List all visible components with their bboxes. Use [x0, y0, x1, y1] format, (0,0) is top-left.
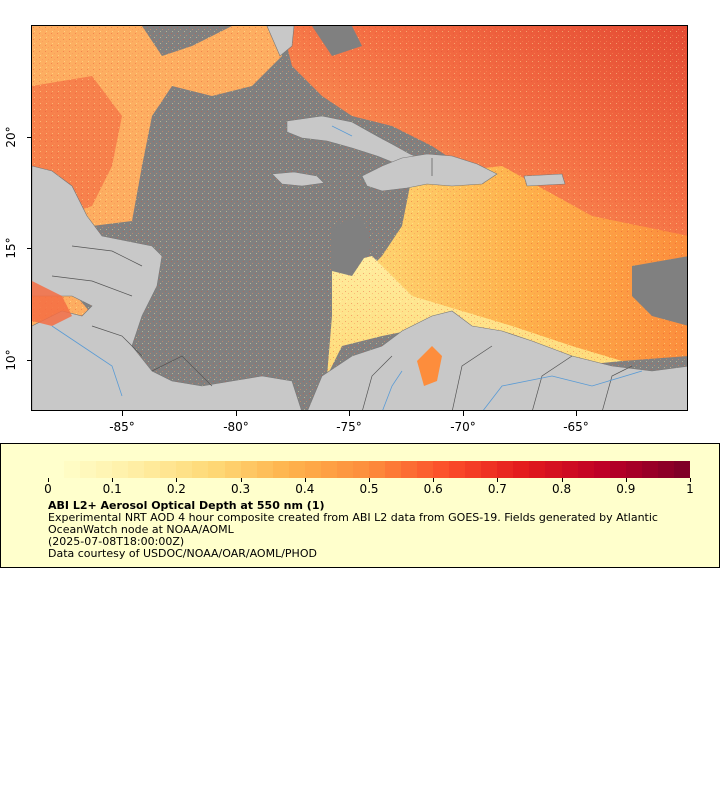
colorbar-tick — [369, 478, 370, 482]
colorbar-cell — [657, 461, 674, 478]
map-plot-area — [31, 25, 688, 411]
colorbar-cell — [160, 461, 177, 478]
legend-panel: ABI L2+ Aerosol Optical Depth at 550 nm … — [0, 443, 720, 568]
rivers — [51, 125, 643, 410]
lon-tick — [576, 411, 577, 416]
legend-timestamp: (2025-07-08T18:00:00Z) — [48, 535, 185, 548]
colorbar-cell — [96, 461, 113, 478]
colorbar-tick — [240, 478, 242, 482]
colorbar-cell — [240, 461, 257, 478]
colorbar-cell — [513, 461, 530, 478]
colorbar-label: 0.3 — [231, 482, 251, 496]
colorbar-cell — [449, 461, 466, 478]
colorbar-cell — [384, 461, 402, 478]
colorbar-cell — [272, 461, 289, 478]
lat-tick — [27, 137, 31, 138]
colorbar-cell — [609, 461, 626, 478]
longitude-label: -65° — [563, 420, 589, 434]
colorbar-label: 0.4 — [295, 482, 315, 496]
colorbar-cell — [497, 461, 514, 478]
colorbar-cell — [144, 461, 161, 478]
colorbar-label: 0.8 — [552, 482, 572, 496]
colorbar-label: 0.5 — [359, 482, 379, 496]
lon-tick — [349, 411, 350, 416]
colorbar-cell — [673, 461, 690, 478]
country-borders — [51, 158, 633, 410]
longitude-label: -75° — [336, 420, 362, 434]
colorbar-cell — [112, 461, 129, 478]
colorbar-cell — [336, 461, 353, 478]
colorbar-cell — [401, 461, 418, 478]
map-graphic — [32, 26, 687, 410]
colorbar-cell — [352, 461, 369, 478]
colorbar-cell — [368, 461, 385, 478]
colorbar — [48, 461, 690, 478]
latitude-label: 20° — [4, 126, 18, 148]
lat-tick — [27, 248, 31, 249]
lon-tick — [236, 411, 237, 416]
colorbar-label: 0.6 — [423, 482, 443, 496]
colorbar-cell — [224, 461, 241, 478]
colorbar-cell — [304, 461, 321, 478]
colorbar-label: 0 — [44, 482, 52, 496]
colorbar-cell — [48, 461, 65, 478]
colorbar-label: 1 — [686, 482, 694, 496]
colorbar-cell — [176, 461, 193, 478]
colorbar-tick — [690, 478, 691, 482]
colorbar-cell — [64, 461, 81, 478]
colorbar-tick — [304, 478, 306, 482]
colorbar-cell — [256, 461, 273, 478]
legend-title: ABI L2+ Aerosol Optical Depth at 550 nm … — [48, 499, 325, 512]
colorbar-cell — [192, 461, 209, 478]
colorbar-cell — [545, 461, 562, 478]
colorbar-label: 0.9 — [616, 482, 636, 496]
colorbar-cell — [128, 461, 145, 478]
lon-tick — [463, 411, 464, 416]
latitude-label: 10° — [4, 349, 18, 371]
colorbar-tick — [433, 478, 435, 482]
colorbar-label: 0.1 — [102, 482, 122, 496]
legend-description: Experimental NRT AOD 4 hour composite cr… — [48, 511, 658, 536]
colorbar-cell — [593, 461, 610, 478]
colorbar-cell — [561, 461, 578, 478]
coastal-aerosol-patch — [32, 281, 72, 326]
longitude-label: -70° — [450, 420, 476, 434]
lat-tick — [27, 360, 31, 361]
colorbar-cell — [465, 461, 482, 478]
colorbar-tick — [112, 478, 114, 482]
colorbar-tick — [625, 478, 627, 482]
colorbar-cell — [320, 461, 337, 478]
lon-tick — [122, 411, 123, 416]
colorbar-tick — [497, 478, 499, 482]
colorbar-cell — [481, 461, 498, 478]
colorbar-tick — [561, 478, 563, 482]
colorbar-cell — [80, 461, 97, 478]
colorbar-label: 0.7 — [487, 482, 507, 496]
land — [32, 26, 687, 410]
colorbar-cell — [529, 461, 546, 478]
latitude-label: 15° — [4, 237, 18, 259]
colorbar-cell — [433, 461, 450, 478]
colorbar-cell — [641, 461, 658, 478]
colorbar-tick — [48, 478, 49, 482]
colorbar-cell — [625, 461, 642, 478]
colorbar-cell — [417, 461, 434, 478]
colorbar-cell — [208, 461, 225, 478]
legend-text: ABI L2+ Aerosol Optical Depth at 550 nm … — [48, 500, 698, 560]
longitude-label: -80° — [223, 420, 249, 434]
colorbar-cell — [577, 461, 594, 478]
longitude-label: -85° — [109, 420, 135, 434]
colorbar-tick — [176, 478, 178, 482]
no-data-gaps — [312, 26, 687, 326]
legend-credit: Data courtesy of USDOC/NOAA/OAR/AOML/PHO… — [48, 547, 317, 560]
colorbar-label: 0.2 — [166, 482, 186, 496]
colorbar-cell — [288, 461, 305, 478]
